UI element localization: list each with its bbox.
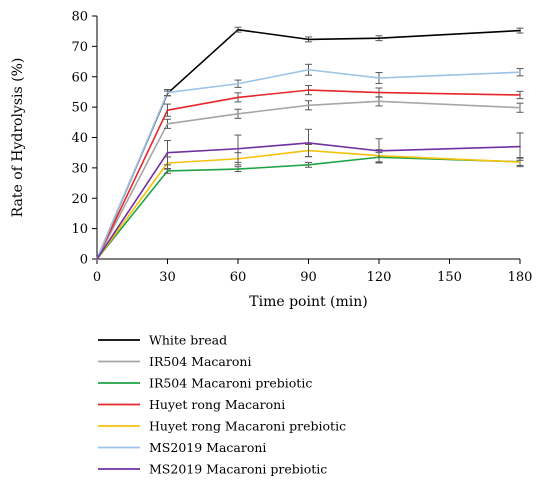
y-tick-label: 60 [71, 70, 88, 85]
data-point [378, 37, 380, 39]
legend-label-6: MS2019 Macaroni [149, 440, 266, 455]
data-point [519, 106, 521, 109]
data-point [519, 94, 521, 96]
legend-label-1: White bread [149, 333, 227, 348]
data-point [378, 77, 380, 79]
x-tick-label: 120 [367, 270, 392, 285]
data-point [96, 258, 98, 260]
data-point [307, 68, 310, 71]
data-point [237, 113, 239, 115]
y-tick-label: 30 [71, 161, 88, 176]
y-axis-title: Rate of Hydrolysis (%) [10, 58, 26, 218]
data-point [237, 147, 239, 150]
x-tick-label: 150 [437, 270, 462, 285]
y-tick-label: 80 [71, 10, 88, 25]
y-tick-label: 70 [71, 40, 88, 55]
series-line-5 [96, 149, 521, 260]
legend-label-7: MS2019 Macaroni prebiotic [149, 462, 327, 477]
data-point [519, 29, 521, 32]
legend-label-4: Huyet rong Macaroni [149, 397, 285, 412]
x-tick-label: 0 [93, 270, 101, 285]
x-tick-label: 90 [300, 270, 317, 285]
data-point [237, 82, 239, 85]
legend-label-3: IR504 Macaroni prebiotic [149, 376, 312, 391]
series-line-4 [96, 89, 521, 260]
legend: White bread IR504 Macaroni IR504 Macaroni … [98, 333, 346, 477]
y-tick-label: 50 [71, 101, 88, 116]
x-tick-label: 180 [508, 270, 533, 285]
data-point [237, 28, 239, 31]
data-point [307, 38, 310, 41]
data-point [166, 151, 169, 154]
series-line-3 [96, 156, 521, 260]
plot-area: 0 10 20 30 40 50 60 70 80 0 30 60 90 120 150 180 [71, 10, 532, 286]
series-line-6 [96, 68, 521, 260]
data-point [166, 109, 169, 111]
y-tick-label: 40 [71, 131, 88, 146]
data-point [378, 150, 380, 152]
data-point [519, 161, 521, 163]
data-point [307, 89, 310, 91]
x-tick-label: 60 [230, 270, 247, 285]
data-point [307, 142, 310, 144]
data-point [307, 104, 310, 107]
y-tick-label: 10 [71, 222, 88, 237]
data-point [519, 145, 521, 148]
y-tick-label: 0 [80, 253, 88, 268]
x-tick-label: 30 [159, 270, 176, 285]
legend-label-5: Huyet rong Macaroni prebiotic [149, 419, 346, 434]
data-point [237, 96, 239, 99]
data-point [307, 164, 310, 166]
data-point [378, 91, 380, 94]
data-point [237, 168, 239, 170]
data-point [166, 123, 169, 125]
legend-label-2: IR504 Macaroni [149, 354, 251, 369]
data-point [166, 170, 169, 172]
series-line-2 [96, 100, 521, 260]
data-point [166, 91, 169, 94]
y-tick-label: 20 [71, 192, 88, 207]
data-point [378, 100, 380, 103]
data-point [519, 71, 521, 73]
x-axis-title: Time point (min) [249, 294, 367, 310]
series-line-7 [96, 142, 521, 260]
